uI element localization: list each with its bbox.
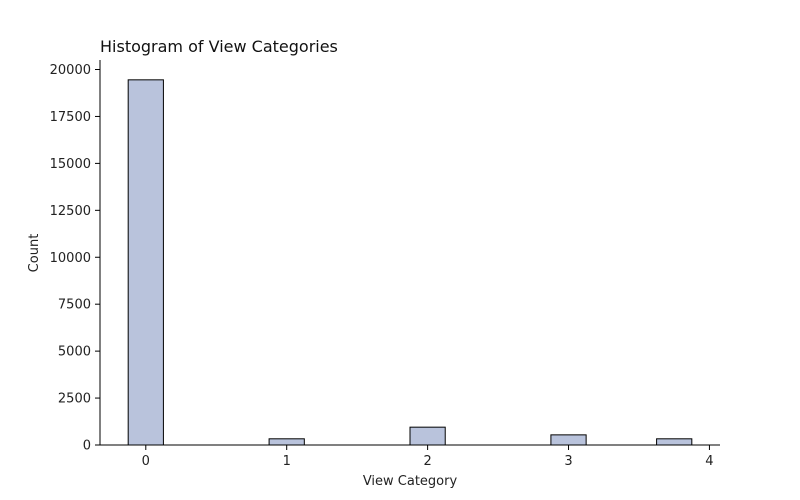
x-tick-label-0: 0 xyxy=(142,454,150,469)
y-tick-label-7: 17500 xyxy=(50,110,91,125)
y-tick-label-8: 20000 xyxy=(50,63,91,78)
ticks-group: 0 2500 5000 7500 10000 12500 15000 17500 20000 0 1… xyxy=(50,63,714,469)
histogram-bar-1 xyxy=(268,438,305,446)
x-tick-label-4: 4 xyxy=(705,454,713,469)
histogram-bar-2 xyxy=(409,426,446,446)
histogram-bar-0 xyxy=(127,79,164,446)
y-tick-label-4: 10000 xyxy=(50,251,91,266)
bars-group xyxy=(127,79,693,446)
y-tick-label-0: 0 xyxy=(83,439,91,454)
chart-title: Histogram of View Categories xyxy=(100,37,338,56)
y-axis-label: Count xyxy=(27,234,42,273)
x-tick-label-1: 1 xyxy=(283,454,291,469)
axes-group xyxy=(99,60,720,446)
y-tick-label-3: 7500 xyxy=(58,298,91,313)
x-axis-label: View Category xyxy=(363,474,458,489)
y-tick-label-1: 2500 xyxy=(58,392,91,407)
y-tick-label-2: 5000 xyxy=(58,345,91,360)
x-tick-label-2: 2 xyxy=(423,454,431,469)
x-tick-label-3: 3 xyxy=(564,454,572,469)
histogram-bar-4 xyxy=(656,438,693,446)
y-tick-label-6: 15000 xyxy=(50,157,91,172)
histogram-bar-3 xyxy=(550,434,587,446)
y-tick-label-5: 12500 xyxy=(50,204,91,219)
